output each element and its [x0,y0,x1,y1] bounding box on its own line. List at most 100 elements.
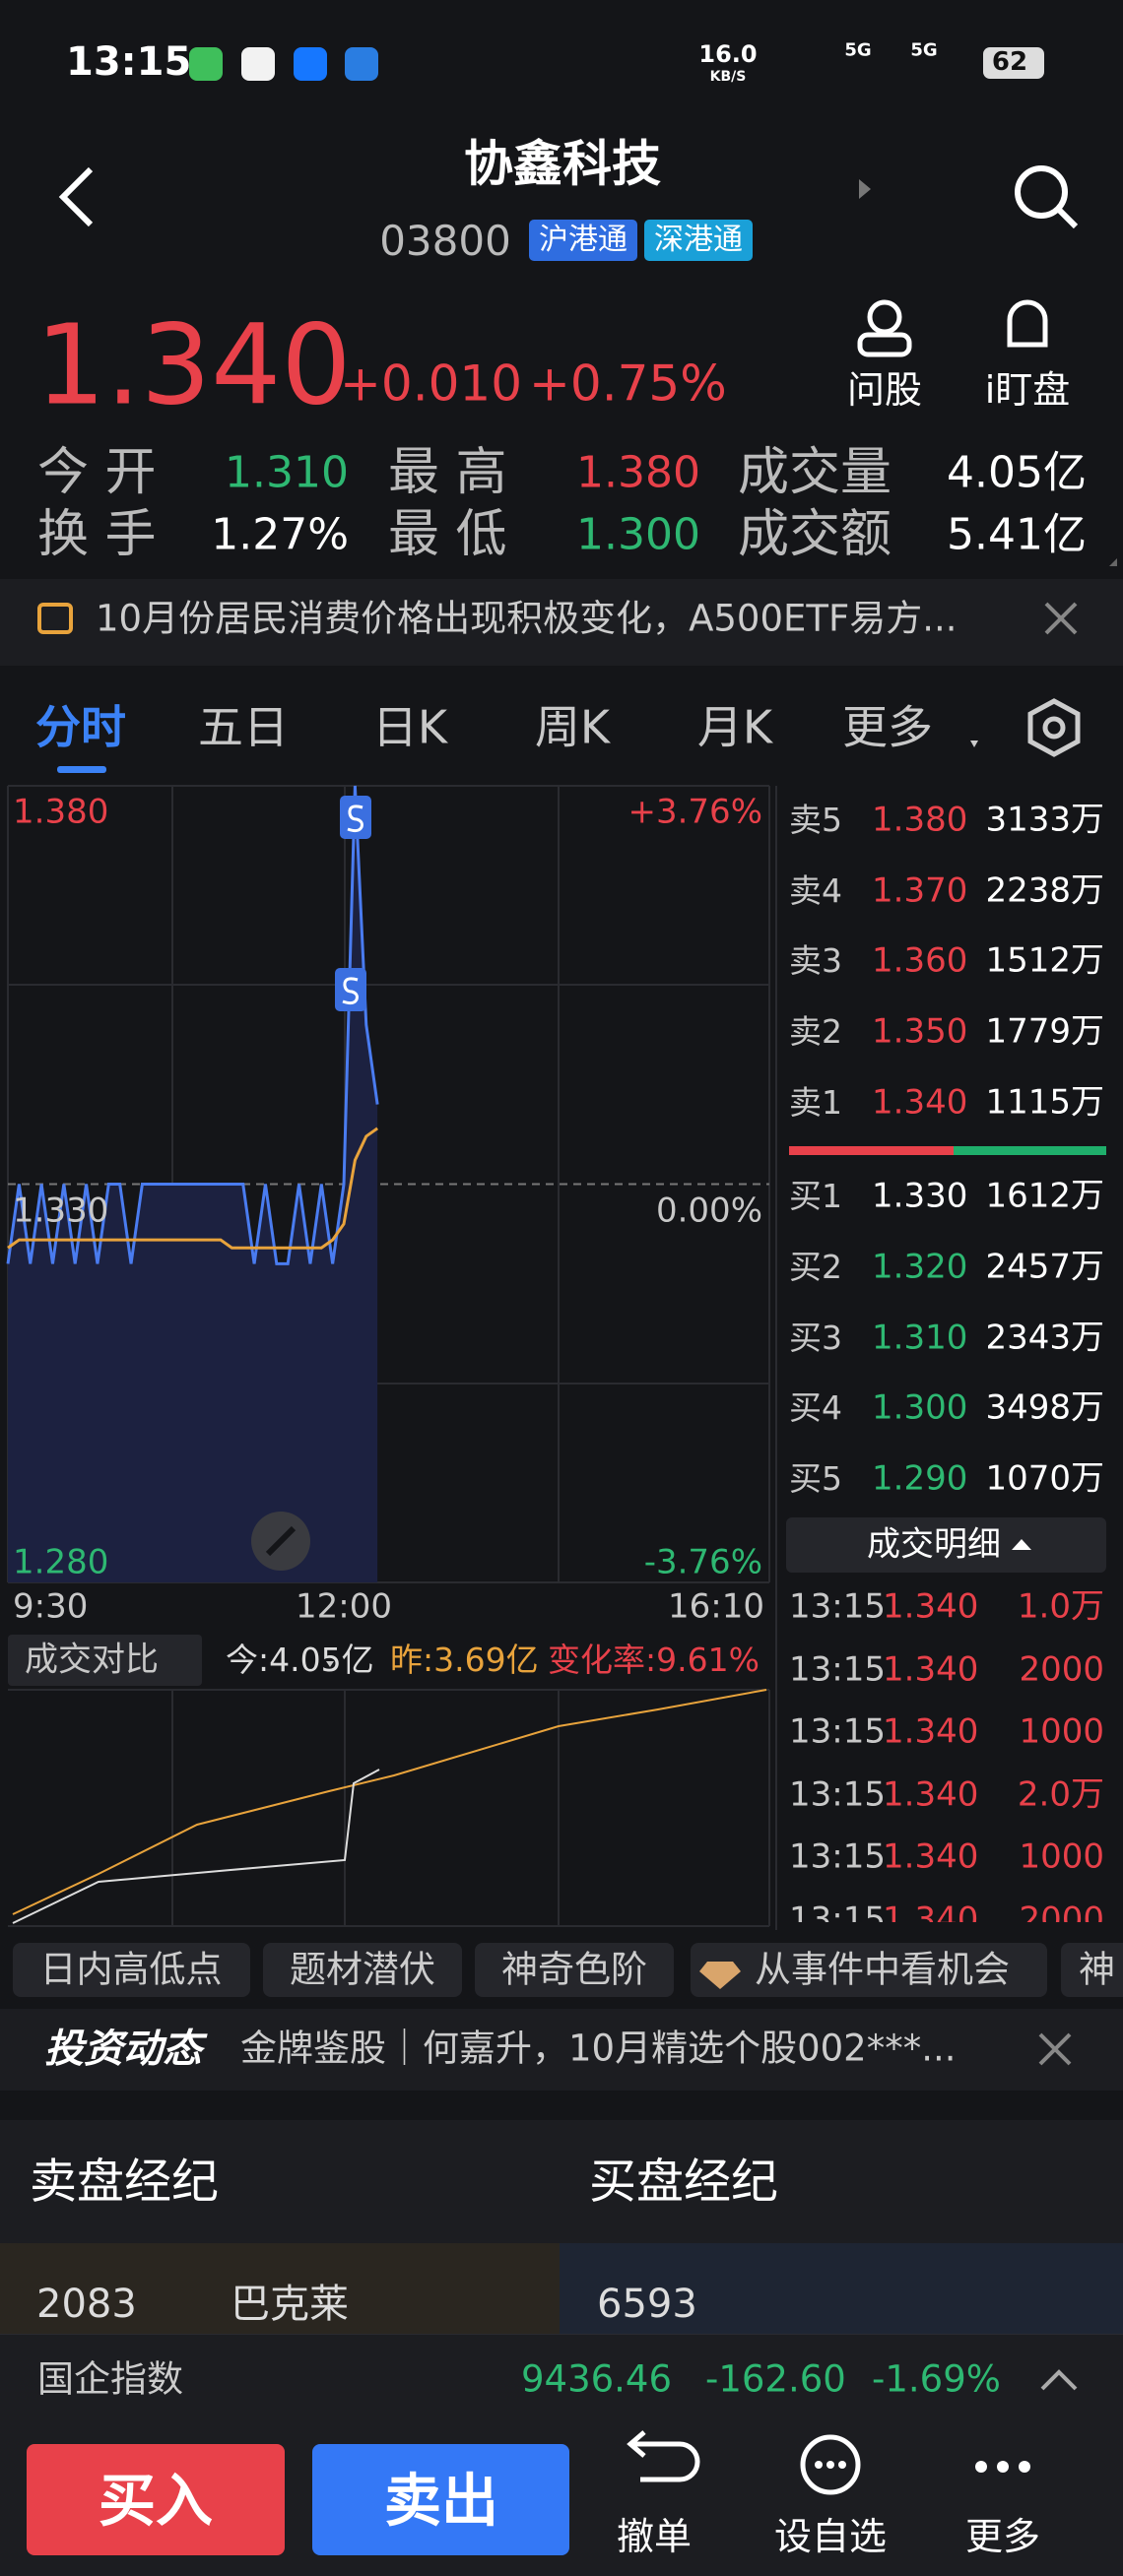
tag-label[interactable]: 神 [1079,1948,1115,1991]
bid-label: 买5 [789,1459,842,1499]
badge: 沪港通 [539,222,628,257]
volume-today-line [12,1689,767,1915]
next-icon[interactable] [859,179,871,199]
sell-button[interactable] [312,2444,569,2555]
broker-name: 巴克莱 [231,2282,349,2327]
settings-icon [1042,716,1066,740]
y2-tick-label: 0.00% [655,1190,762,1230]
watch-icon[interactable] [1007,299,1048,348]
volume-compare-button[interactable] [8,1635,202,1686]
tab[interactable]: 周K [534,700,611,754]
dynamics-bar[interactable] [0,2009,1123,2091]
fullscreen-icon [265,1525,297,1557]
action-label[interactable]: i盯盘 [984,368,1071,413]
broker-id: 2083 [36,2282,137,2327]
back-icon[interactable] [58,166,94,227]
bid-label: 买2 [789,1248,842,1287]
tag-label[interactable]: 日内高低点 [39,1948,223,1991]
index-bar[interactable] [0,2334,1123,2426]
trade-volume: 1000 [1019,1836,1104,1877]
trade-price: 1.340 [883,1774,979,1815]
tag-label[interactable]: 从事件中看机会 [755,1948,1010,1991]
badge-bg [644,220,753,261]
tab[interactable]: 五日 [198,700,289,754]
action-label[interactable]: 更多 [964,2515,1041,2559]
ask-price: 1.350 [872,1011,968,1052]
dynamics-text[interactable]: 金牌鉴股｜何嘉升，10月精选个股002***... [240,2027,957,2070]
more-icon[interactable] [815,2461,1030,2473]
dropdown-icon [326,1661,334,1667]
event-marker[interactable] [340,796,371,839]
net-speed-unit: KB/S [709,68,747,85]
trade-time: 13:15 [789,1836,886,1877]
buy-label[interactable]: 买入 [98,2467,214,2535]
ask-icon[interactable] [867,299,902,335]
index-value: 9436.46 [521,2357,673,2401]
ask-volume: 3133万 [985,800,1104,840]
tab[interactable]: 日K [371,700,448,754]
watchlist-icon[interactable] [800,2434,861,2495]
bid-price: 1.290 [872,1458,968,1499]
tab[interactable]: 月K [696,700,773,754]
volume-change: 变化率:9.61% [548,1641,760,1680]
buy-button[interactable] [27,2444,285,2555]
tag-label[interactable]: 题材潜伏 [290,1948,435,1991]
tag-pill[interactable] [13,1943,250,1997]
ask-icon [857,332,912,357]
app-icon [294,47,327,81]
average-line [7,1127,379,1250]
detail-button-label[interactable]: 成交明细 [867,1524,1001,1565]
tag-pill[interactable] [263,1943,462,1997]
ask-ratio-bar [789,1146,954,1155]
stat-label: 今 开 [37,443,157,503]
ask-volume: 1115万 [985,1082,1104,1123]
bid-volume: 2457万 [985,1247,1104,1287]
detail-button[interactable] [786,1517,1106,1573]
news-text[interactable]: 10月份居民消费价格出现积极变化，A500ETF易方... [96,597,958,640]
bid-volume: 1070万 [985,1458,1104,1499]
bid-label: 买4 [789,1388,842,1428]
trade-price: 1.340 [883,1836,979,1877]
sell-label[interactable]: 卖出 [383,2467,499,2535]
trade-volume: 2000 [1019,1649,1104,1690]
ask-label: 卖4 [789,871,842,911]
badge-bg [529,220,637,261]
settings-icon[interactable] [1027,698,1081,757]
tag-pill[interactable] [1061,1943,1123,1997]
stat-value: 5.41亿 [947,509,1087,560]
app-icon [241,47,275,81]
trade-time: 13:15 [789,1649,886,1690]
close-icon[interactable] [1038,2032,1072,2066]
undo-icon[interactable] [627,2430,700,2482]
tag-pill[interactable] [475,1943,674,1997]
trade-time: 13:15 [789,1774,886,1815]
event-marker [342,977,359,1005]
x-tick-label: 9:30 [13,1586,89,1627]
bid-price: 1.320 [872,1247,968,1287]
tab[interactable]: 分时 [35,700,126,754]
tab[interactable]: 更多 [842,700,933,754]
tag-label[interactable]: 神奇色阶 [501,1948,647,1991]
sell-broker-row [0,2243,560,2334]
news-bar[interactable] [0,579,1123,666]
battery-level: 62 [991,47,1028,78]
expand-icon[interactable] [1040,2369,1078,2391]
caret-icon [1012,1539,1031,1550]
action-label[interactable]: 设自选 [773,2515,888,2559]
event-marker[interactable] [335,968,366,1011]
action-label[interactable]: 问股 [846,368,923,413]
tag-pill[interactable] [691,1943,1047,1997]
y-tick-label: 1.330 [13,1190,109,1230]
stat-value: 4.05亿 [947,447,1087,498]
price-change-pct: +0.75% [529,354,727,413]
trade-price: 1.340 [883,1586,979,1627]
ask-volume: 1512万 [985,940,1104,981]
trade-time: 13:15 [789,1711,886,1752]
close-icon[interactable] [1044,602,1078,635]
volume-compare-label[interactable]: 成交对比 [25,1640,159,1680]
search-icon[interactable] [1015,165,1068,219]
trade-price: 1.340 [883,1711,979,1752]
action-label[interactable]: 撤单 [616,2515,693,2559]
stat-label: 成交量 [738,443,892,503]
